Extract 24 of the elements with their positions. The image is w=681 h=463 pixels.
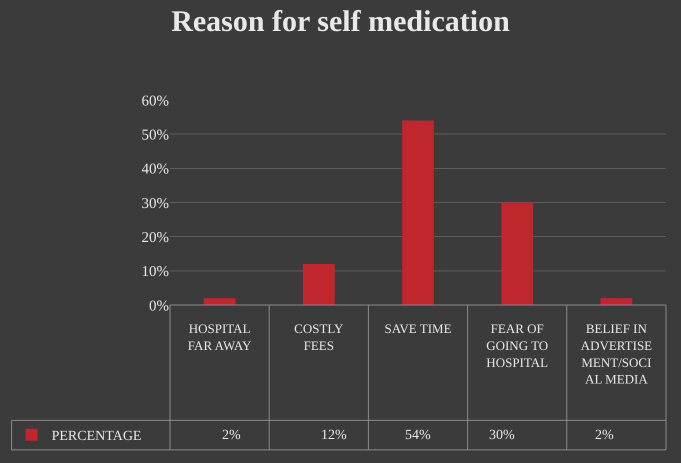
x-tick-label: COSTLY FEES	[294, 321, 344, 353]
bar	[302, 264, 335, 305]
bar	[501, 202, 534, 305]
data-label: 30%	[489, 428, 515, 443]
y-tick-label: 50%	[142, 127, 169, 144]
data-label: 54%	[405, 428, 431, 443]
y-tick-label: 20%	[142, 230, 169, 246]
x-tick-label: HOSPITAL FAR AWAY	[188, 321, 252, 353]
x-tick-label: BELIEF IN ADVERTISEMENT/SOCIAL MEDIA	[580, 321, 652, 387]
chart-title: Reason for self medication	[171, 5, 510, 38]
x-tick-label: SAVE TIME	[384, 321, 452, 336]
data-label: 12%	[321, 428, 347, 443]
x-tick-label: FEAR OF GOING TO HOSPITAL	[486, 321, 548, 370]
bar	[600, 298, 632, 305]
y-tick-label: 10%	[142, 264, 169, 280]
y-tick-label: 30%	[142, 196, 169, 212]
bar	[402, 120, 434, 305]
legend-label: PERCENTAGE	[52, 429, 142, 444]
data-label: 2%	[222, 428, 241, 443]
y-tick-label: 40%	[142, 162, 169, 178]
data-label: 2%	[595, 428, 614, 443]
y-tick-label: 60%	[142, 93, 169, 110]
bar	[204, 298, 236, 305]
y-tick-label: 0%	[149, 298, 169, 314]
